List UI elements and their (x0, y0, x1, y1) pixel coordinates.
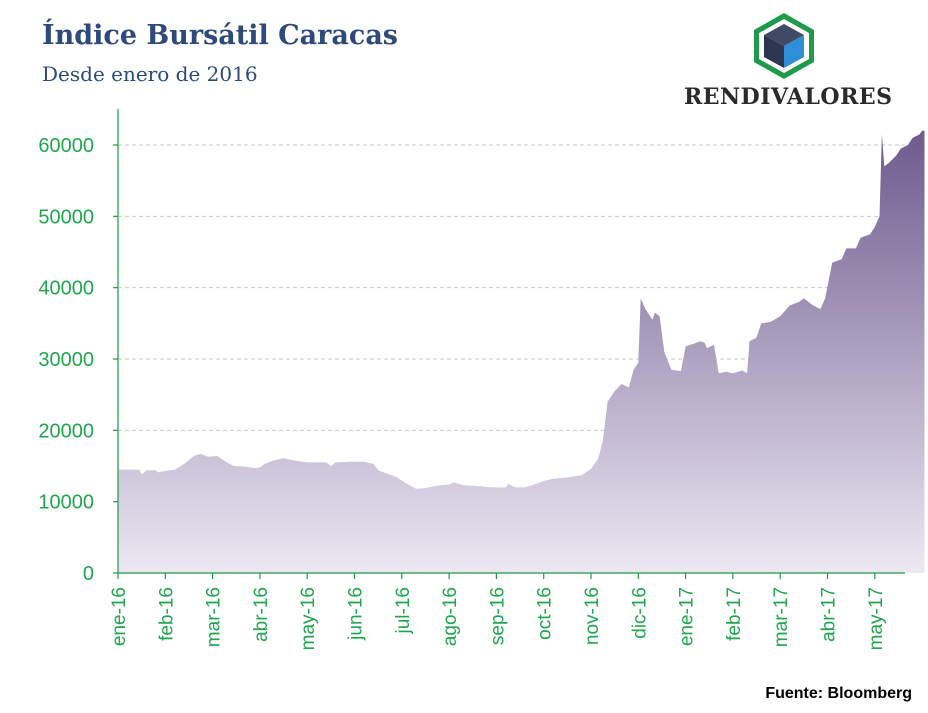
y-tick-label: 40000 (38, 278, 94, 300)
axes (113, 109, 905, 579)
x-tick-label: may-16 (298, 587, 319, 650)
x-tick-label: abr-17 (819, 587, 840, 642)
logo-cube-right (784, 35, 804, 68)
x-tick-label: nov-16 (582, 587, 603, 645)
y-tick-label: 60000 (38, 135, 94, 157)
x-axis-tick-labels: ene-16 feb-16 mar-16 abr-16 may-16 jun-16 jul-… (109, 587, 887, 650)
x-tick-label: ene-16 (109, 587, 130, 646)
y-tick-label: 0 (83, 563, 94, 585)
y-tick-label: 10000 (38, 492, 94, 514)
y-axis-tick-labels: 0 10000 20000 30000 40000 50000 60000 (38, 135, 94, 585)
chart-title: Índice Bursátil Caracas (42, 20, 399, 51)
x-tick-label: sep-16 (487, 587, 508, 645)
x-tick-label: feb-16 (156, 587, 177, 641)
chart-subtitle: Desde enero de 2016 (42, 62, 258, 86)
y-tick-label: 20000 (38, 420, 94, 442)
x-tick-label: mar-17 (771, 587, 792, 647)
x-tick-label: feb-17 (724, 587, 745, 641)
x-tick-label: ago-16 (440, 587, 461, 646)
x-tick-label: dic-16 (629, 587, 650, 639)
x-tick-label: ene-17 (677, 587, 698, 646)
index-area-series (118, 130, 925, 573)
x-tick-label: mar-16 (204, 587, 225, 647)
x-tick-label: jun-16 (346, 587, 367, 641)
source-note: Fuente: Bloomberg (765, 685, 912, 702)
brand-name: RENDIVALORES (684, 84, 893, 110)
x-tick-label: may-17 (866, 587, 887, 650)
logo-cube-left (764, 35, 784, 68)
x-tick-label: oct-16 (535, 587, 556, 640)
x-tick-label: abr-16 (251, 587, 272, 642)
y-tick-label: 30000 (38, 349, 94, 371)
x-tick-label: jul-16 (393, 587, 414, 634)
cube-logo-icon (754, 13, 814, 79)
y-tick-label: 50000 (38, 206, 94, 228)
